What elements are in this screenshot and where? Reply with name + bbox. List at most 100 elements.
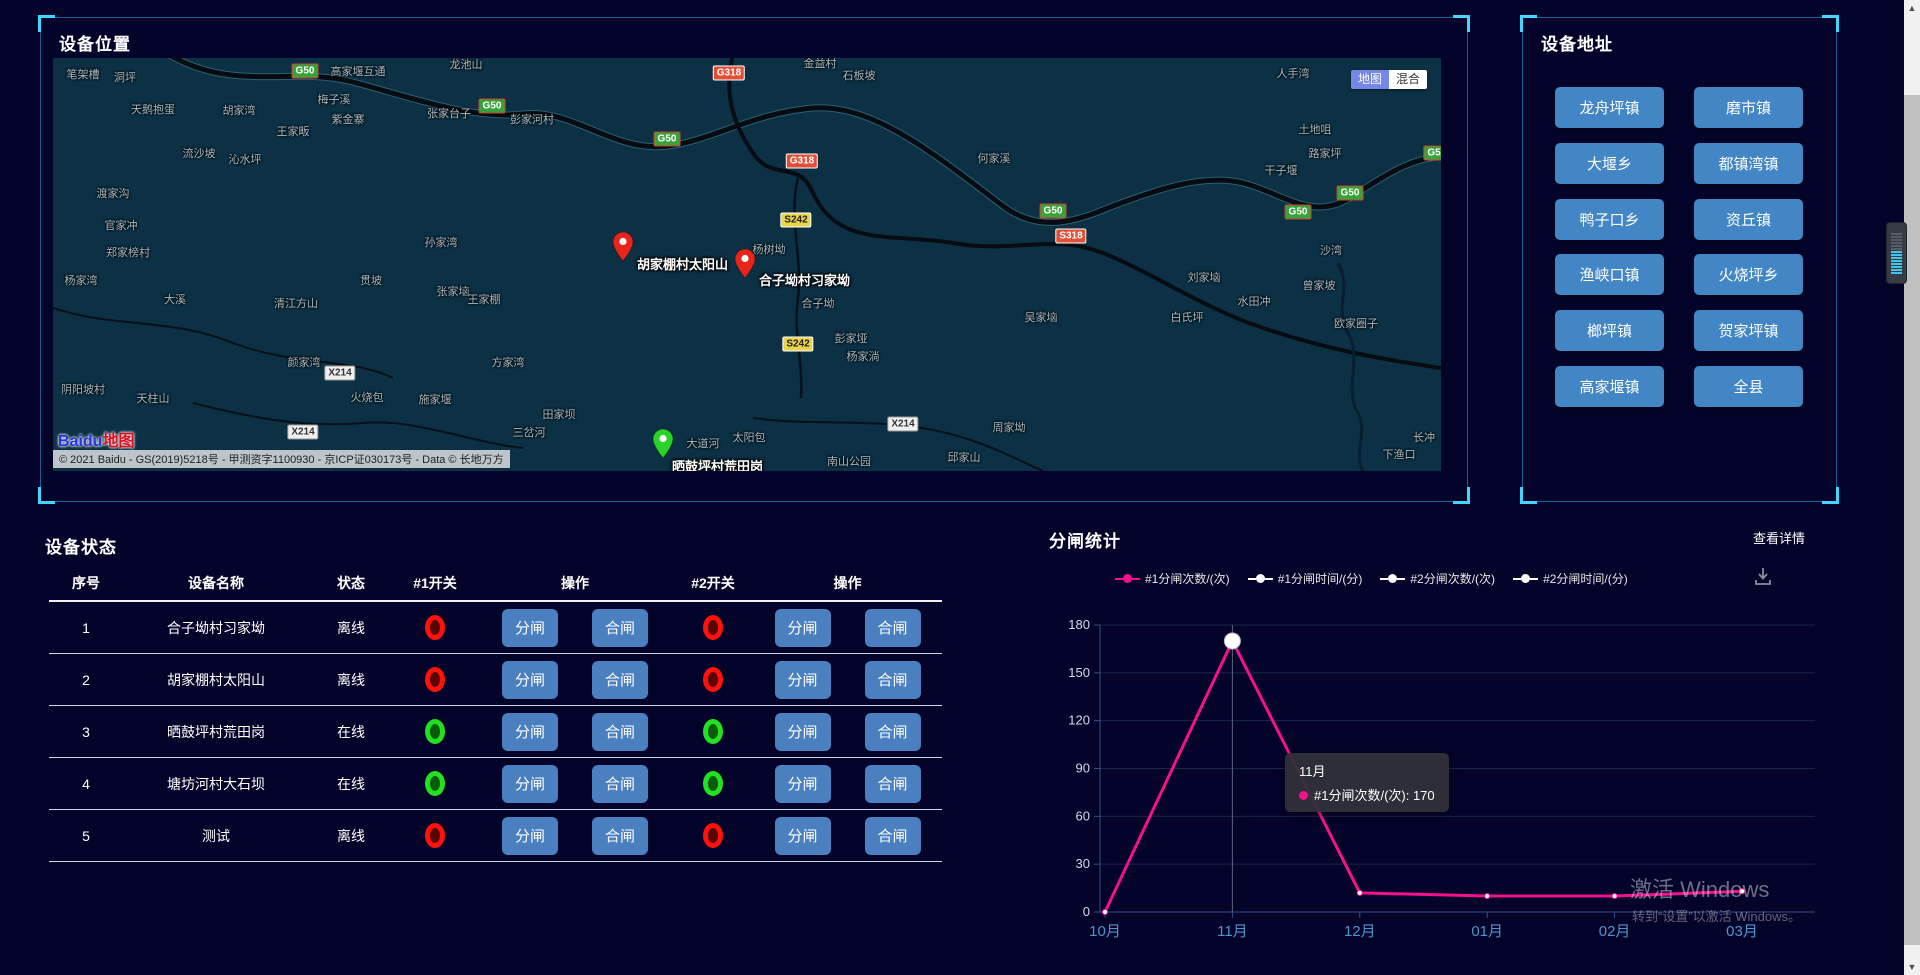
map-label: 南山公园 [827, 456, 871, 468]
table-header-4: 操作 [561, 575, 589, 591]
switch2-indicator-cell [673, 667, 753, 692]
scroll-up-arrow[interactable]: ▲ [1907, 3, 1917, 13]
map-label: 梅子溪 [317, 94, 351, 106]
switch1-trip-button[interactable]: 分闸 [502, 712, 558, 751]
map-pin-3[interactable] [652, 428, 674, 465]
map-type-hybrid-button[interactable]: 混合 [1388, 70, 1427, 89]
map-label: 渡家沟 [96, 188, 130, 200]
device-address-panel: 设备地址 龙舟坪镇 磨市镇 大堰乡 都镇湾镇 鸭子口乡 资丘镇 渔峡口镇 火烧坪乡 榔坪镇 贺家坪… [1520, 15, 1839, 504]
table-header-row: 序号 设备名称 状态 #1开关 操作 #2开关 操作 [49, 566, 942, 602]
table-header-1: 设备名称 [188, 575, 244, 591]
switch2-close-button[interactable]: 合闸 [864, 816, 921, 855]
map-label: 沙湾 [1320, 245, 1342, 257]
svg-text:60: 60 [1076, 808, 1090, 823]
address-button-2[interactable]: 磨市镇 [1694, 87, 1803, 128]
download-icon[interactable] [1753, 566, 1773, 591]
corner-accent [1520, 15, 1537, 32]
switch2-operations: 分闸 合闸 [753, 816, 942, 855]
address-button-1[interactable]: 龙舟坪镇 [1555, 87, 1664, 128]
map-label: 欧家圈子 [1334, 318, 1378, 330]
device-status-table: 序号 设备名称 状态 #1开关 操作 #2开关 操作 1 合子坳村习家坳 离线 分闸 合闸 分闸 合闸 2… [49, 566, 942, 862]
switch1-indicator-cell [393, 615, 477, 640]
switch2-green-indicator [703, 719, 723, 744]
map-label: 流沙坡 [182, 148, 216, 160]
switch1-operations: 分闸 合闸 [477, 608, 673, 647]
map-pin-1[interactable] [612, 231, 634, 268]
device-status: 在线 [337, 723, 365, 740]
switch2-close-button[interactable]: 合闸 [864, 608, 921, 647]
page-scrollbar[interactable]: ▲ ▼ [1904, 0, 1920, 975]
baidu-map[interactable]: 笔架槽 洞坪 高家堰互通 天鹅抱蛋 胡家湾 梅子溪 紫金寨 张家台子 彭家河村 龙池山 金益村 石板坡… [53, 58, 1441, 471]
legend-item-4[interactable]: #2分闸时间/(分) [1513, 570, 1628, 587]
map-type-map-button[interactable]: 地图 [1350, 70, 1389, 89]
switch1-trip-button[interactable]: 分闸 [502, 608, 558, 647]
switch1-close-button[interactable]: 合闸 [592, 764, 648, 803]
switch2-close-button[interactable]: 合闸 [864, 764, 921, 803]
map-label: 胡家湾 [222, 105, 256, 117]
road-badge-G50: G50 [1284, 204, 1312, 220]
switch1-trip-button[interactable]: 分闸 [502, 816, 558, 855]
switch2-operations: 分闸 合闸 [753, 660, 942, 699]
map-label: 官家冲 [104, 220, 138, 232]
corner-accent [38, 15, 55, 32]
map-pin-label: 晒鼓坪村荒田岗 [672, 459, 764, 471]
map-label: 郑家榜村 [106, 247, 150, 259]
legend-item-1[interactable]: #1分闸次数/(次) [1115, 570, 1230, 587]
legend-item-2[interactable]: #1分闸时间/(分) [1247, 570, 1362, 587]
address-button-12[interactable]: 全县 [1694, 366, 1803, 407]
switch2-trip-button[interactable]: 分闸 [774, 712, 831, 751]
map-label: 白氏坪 [1170, 312, 1204, 324]
legend-item-3[interactable]: #2分闸次数/(次) [1380, 570, 1495, 587]
scrollbar-thumb[interactable] [1904, 95, 1920, 945]
address-button-10[interactable]: 贺家坪镇 [1694, 310, 1803, 352]
map-pin-2[interactable] [734, 248, 756, 285]
scroll-down-arrow[interactable]: ▼ [1907, 962, 1917, 972]
switch2-operations: 分闸 合闸 [753, 608, 942, 647]
switch1-trip-button[interactable]: 分闸 [502, 764, 558, 803]
legend-marker [1115, 574, 1140, 583]
address-button-8[interactable]: 火烧坪乡 [1694, 254, 1803, 296]
switch2-close-button[interactable]: 合闸 [864, 660, 921, 699]
device-status: 离线 [337, 619, 365, 636]
address-button-3[interactable]: 大堰乡 [1555, 142, 1664, 184]
map-label: 彭家河村 [510, 114, 554, 126]
switch2-trip-button[interactable]: 分闸 [774, 608, 831, 647]
switch2-trip-button[interactable]: 分闸 [774, 816, 831, 855]
address-button-5[interactable]: 鸭子口乡 [1555, 198, 1664, 240]
address-button-11[interactable]: 高家堰镇 [1555, 366, 1664, 407]
device-name: 塘坊河村大石坝 [167, 775, 265, 792]
switch1-close-button[interactable]: 合闸 [592, 608, 648, 647]
map-label: 孙家湾 [424, 237, 458, 249]
map-label: 彭家垭 [834, 333, 868, 345]
switch2-close-button[interactable]: 合闸 [864, 712, 921, 751]
map-label: 清江方山 [274, 298, 318, 310]
switch1-close-button[interactable]: 合闸 [592, 816, 648, 855]
switch2-trip-button[interactable]: 分闸 [774, 660, 831, 699]
corner-accent [1822, 487, 1839, 504]
switch1-trip-button[interactable]: 分闸 [502, 660, 558, 699]
map-label: 方家湾 [491, 357, 525, 369]
svg-text:30: 30 [1076, 856, 1090, 871]
address-button-4[interactable]: 都镇湾镇 [1694, 142, 1803, 184]
switch1-close-button[interactable]: 合闸 [592, 660, 648, 699]
scroll-indicator-widget[interactable] [1886, 222, 1907, 284]
road-badge-X214: X214 [287, 424, 319, 440]
address-button-6[interactable]: 资丘镇 [1694, 198, 1803, 240]
switch1-indicator-cell [393, 719, 477, 744]
corner-accent [1453, 15, 1470, 32]
map-label: 龙池山 [449, 59, 483, 71]
device-address-title: 设备地址 [1541, 35, 1613, 54]
road-badge-G50: G50 [1336, 185, 1364, 201]
map-label: 张家台子 [427, 108, 471, 120]
map-label: 高家堰互通 [330, 66, 386, 78]
address-button-9[interactable]: 榔坪镇 [1555, 310, 1664, 352]
switch1-close-button[interactable]: 合闸 [592, 712, 648, 751]
svg-text:150: 150 [1068, 665, 1090, 680]
switch1-green-indicator [425, 771, 445, 796]
switch2-green-indicator [703, 771, 723, 796]
line-chart: 0 30 60 90 120 150 180 10月 11月 12月 01月 02月 03月 [1068, 617, 1815, 940]
view-details-link[interactable]: 查看详情 [1753, 531, 1806, 546]
switch2-trip-button[interactable]: 分闸 [774, 764, 831, 803]
switch1-indicator-cell [393, 667, 477, 692]
address-button-7[interactable]: 渔峡口镇 [1555, 254, 1664, 296]
